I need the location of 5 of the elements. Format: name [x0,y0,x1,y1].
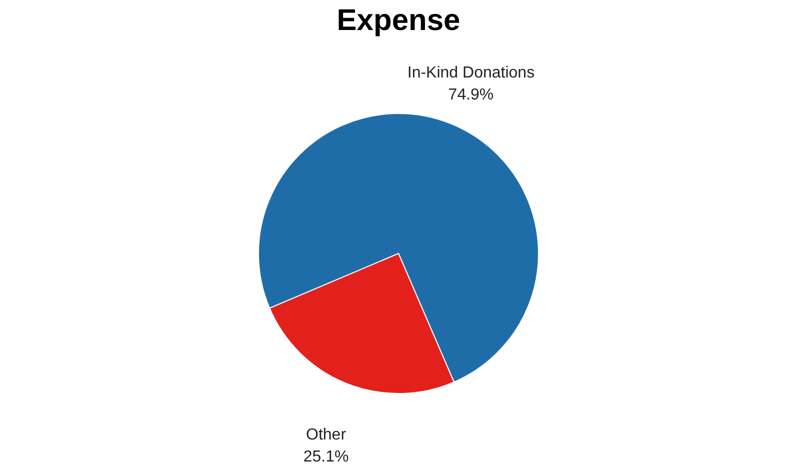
slice-label: In-Kind Donations [407,64,535,82]
data-label: 25.1% [303,448,349,466]
chart-title: Expense [336,4,460,37]
slice-label: Other [306,426,347,444]
data-label: 74.9% [448,86,494,104]
